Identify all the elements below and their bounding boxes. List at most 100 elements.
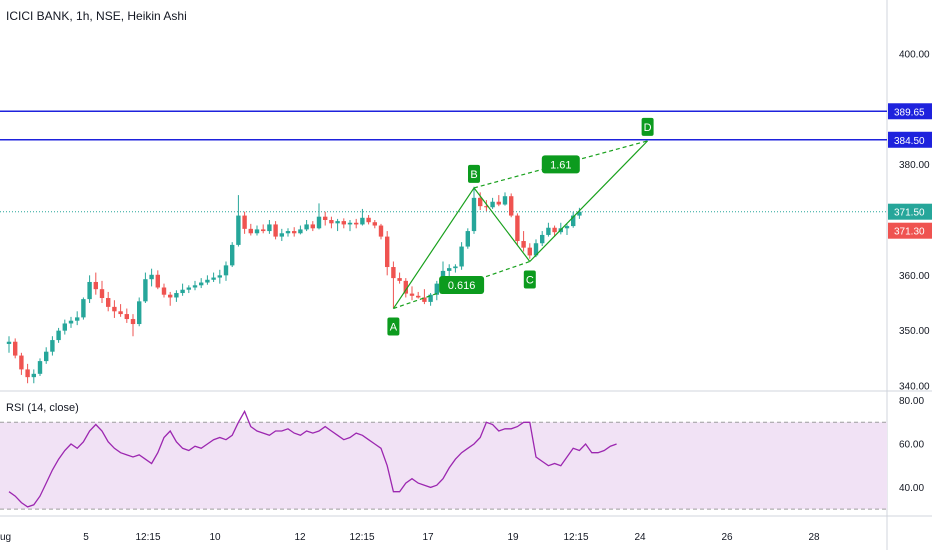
rsi-title: RSI (14, close) [6,402,79,414]
candle-body [279,233,284,237]
candle-body [254,229,260,234]
pattern-ratio-badge [439,276,485,295]
pattern-point-badge [641,117,654,136]
candle-body [186,287,191,290]
price-tick-label: 400.00 [899,50,930,61]
last-price-label: 371.50 [894,208,925,219]
candle-body [409,293,415,296]
candle-body [174,293,179,298]
candle-body [310,224,315,229]
chart-title: ICICI BANK, 1h, NSE, Heikin Ashi [6,9,187,23]
candle-body [335,221,340,224]
candle-body [137,301,142,325]
rsi-band [0,422,887,510]
candle-body [87,281,92,300]
candle-body [68,320,74,324]
candle-body [478,197,483,207]
candle-body [360,217,365,225]
candle-body [112,306,117,312]
candle-body [490,201,495,208]
candle-body [285,231,291,234]
candle-body [13,341,18,356]
candle-body [341,221,346,225]
candle-body [465,231,470,247]
ref-price-label: 371.30 [894,227,925,238]
candle-body [155,274,160,288]
candle-body [347,222,353,225]
candle-body [515,215,520,242]
time-tick-label: 26 [721,532,733,543]
candle-body [298,229,303,234]
candle-body [453,266,458,269]
pattern-ratio-badge [541,155,580,174]
time-tick-label: 12:15 [349,532,374,543]
time-tick-label: 28 [808,532,820,543]
candle-body [37,361,43,374]
pattern-point-badge [523,270,536,289]
candle-body [44,351,49,362]
candle-body [484,206,489,208]
candle-body [242,215,247,229]
candle-body [130,319,136,325]
candle-body [31,373,36,378]
candle-body [385,236,390,268]
candle-body [217,275,222,278]
candle-body [261,229,266,232]
candle-body [323,216,328,220]
candle-body [391,267,396,279]
candle-body [552,227,557,233]
ref-price-tag [888,222,932,239]
candle-body [509,196,514,216]
candle-body [564,226,570,229]
candle-body [118,311,123,315]
candle-body [230,244,235,266]
time-tick-label: 5 [83,532,89,543]
candle-body [199,282,204,286]
time-tick-label: 12:15 [135,532,160,543]
time-tick-label: 10 [209,532,221,543]
candle-body [75,317,80,321]
candle-body [378,225,384,237]
candle-body [459,246,464,267]
candle-body [422,297,427,302]
candle-body [99,289,105,299]
candle-body [397,278,402,281]
candle-body [521,241,526,248]
candle-body [546,227,551,235]
candle-body [205,279,210,283]
candle-body [56,330,61,341]
price-tick-label: 340.00 [899,382,930,393]
candle-body [93,281,98,290]
pattern-point-label: D [644,122,652,134]
candle-body [223,265,229,276]
candle-body [180,289,185,294]
candle-body [236,215,241,245]
level-price-tag [888,103,932,120]
pattern-point-label: A [390,322,398,334]
time-tick-label: 24 [634,532,646,543]
candle-body [447,268,452,271]
last-price-tag [888,203,932,220]
candle-body [211,277,216,280]
candle-body [571,215,576,227]
pattern-ratio-label: 1.61 [550,159,571,171]
candle-body [540,234,545,244]
price-tick-label: 350.00 [899,326,930,337]
candle-body [106,298,111,307]
candle-body [19,355,24,370]
time-tick-label: ug [0,532,11,543]
level-price-label: 389.65 [894,107,925,118]
candle-body [527,247,532,256]
pattern-ratio-label: 0.616 [448,280,476,292]
pattern-leg [473,140,648,189]
rsi-tick-label: 40.00 [899,483,924,494]
time-tick-label: 12 [294,532,306,543]
time-tick-label: 17 [422,532,434,543]
candle-body [502,196,508,205]
pattern-point-label: B [470,169,477,181]
pattern-point-badge [468,164,480,183]
candle-body [533,243,539,256]
time-tick-label: 19 [507,532,519,543]
rsi-tick-label: 80.00 [899,396,924,407]
